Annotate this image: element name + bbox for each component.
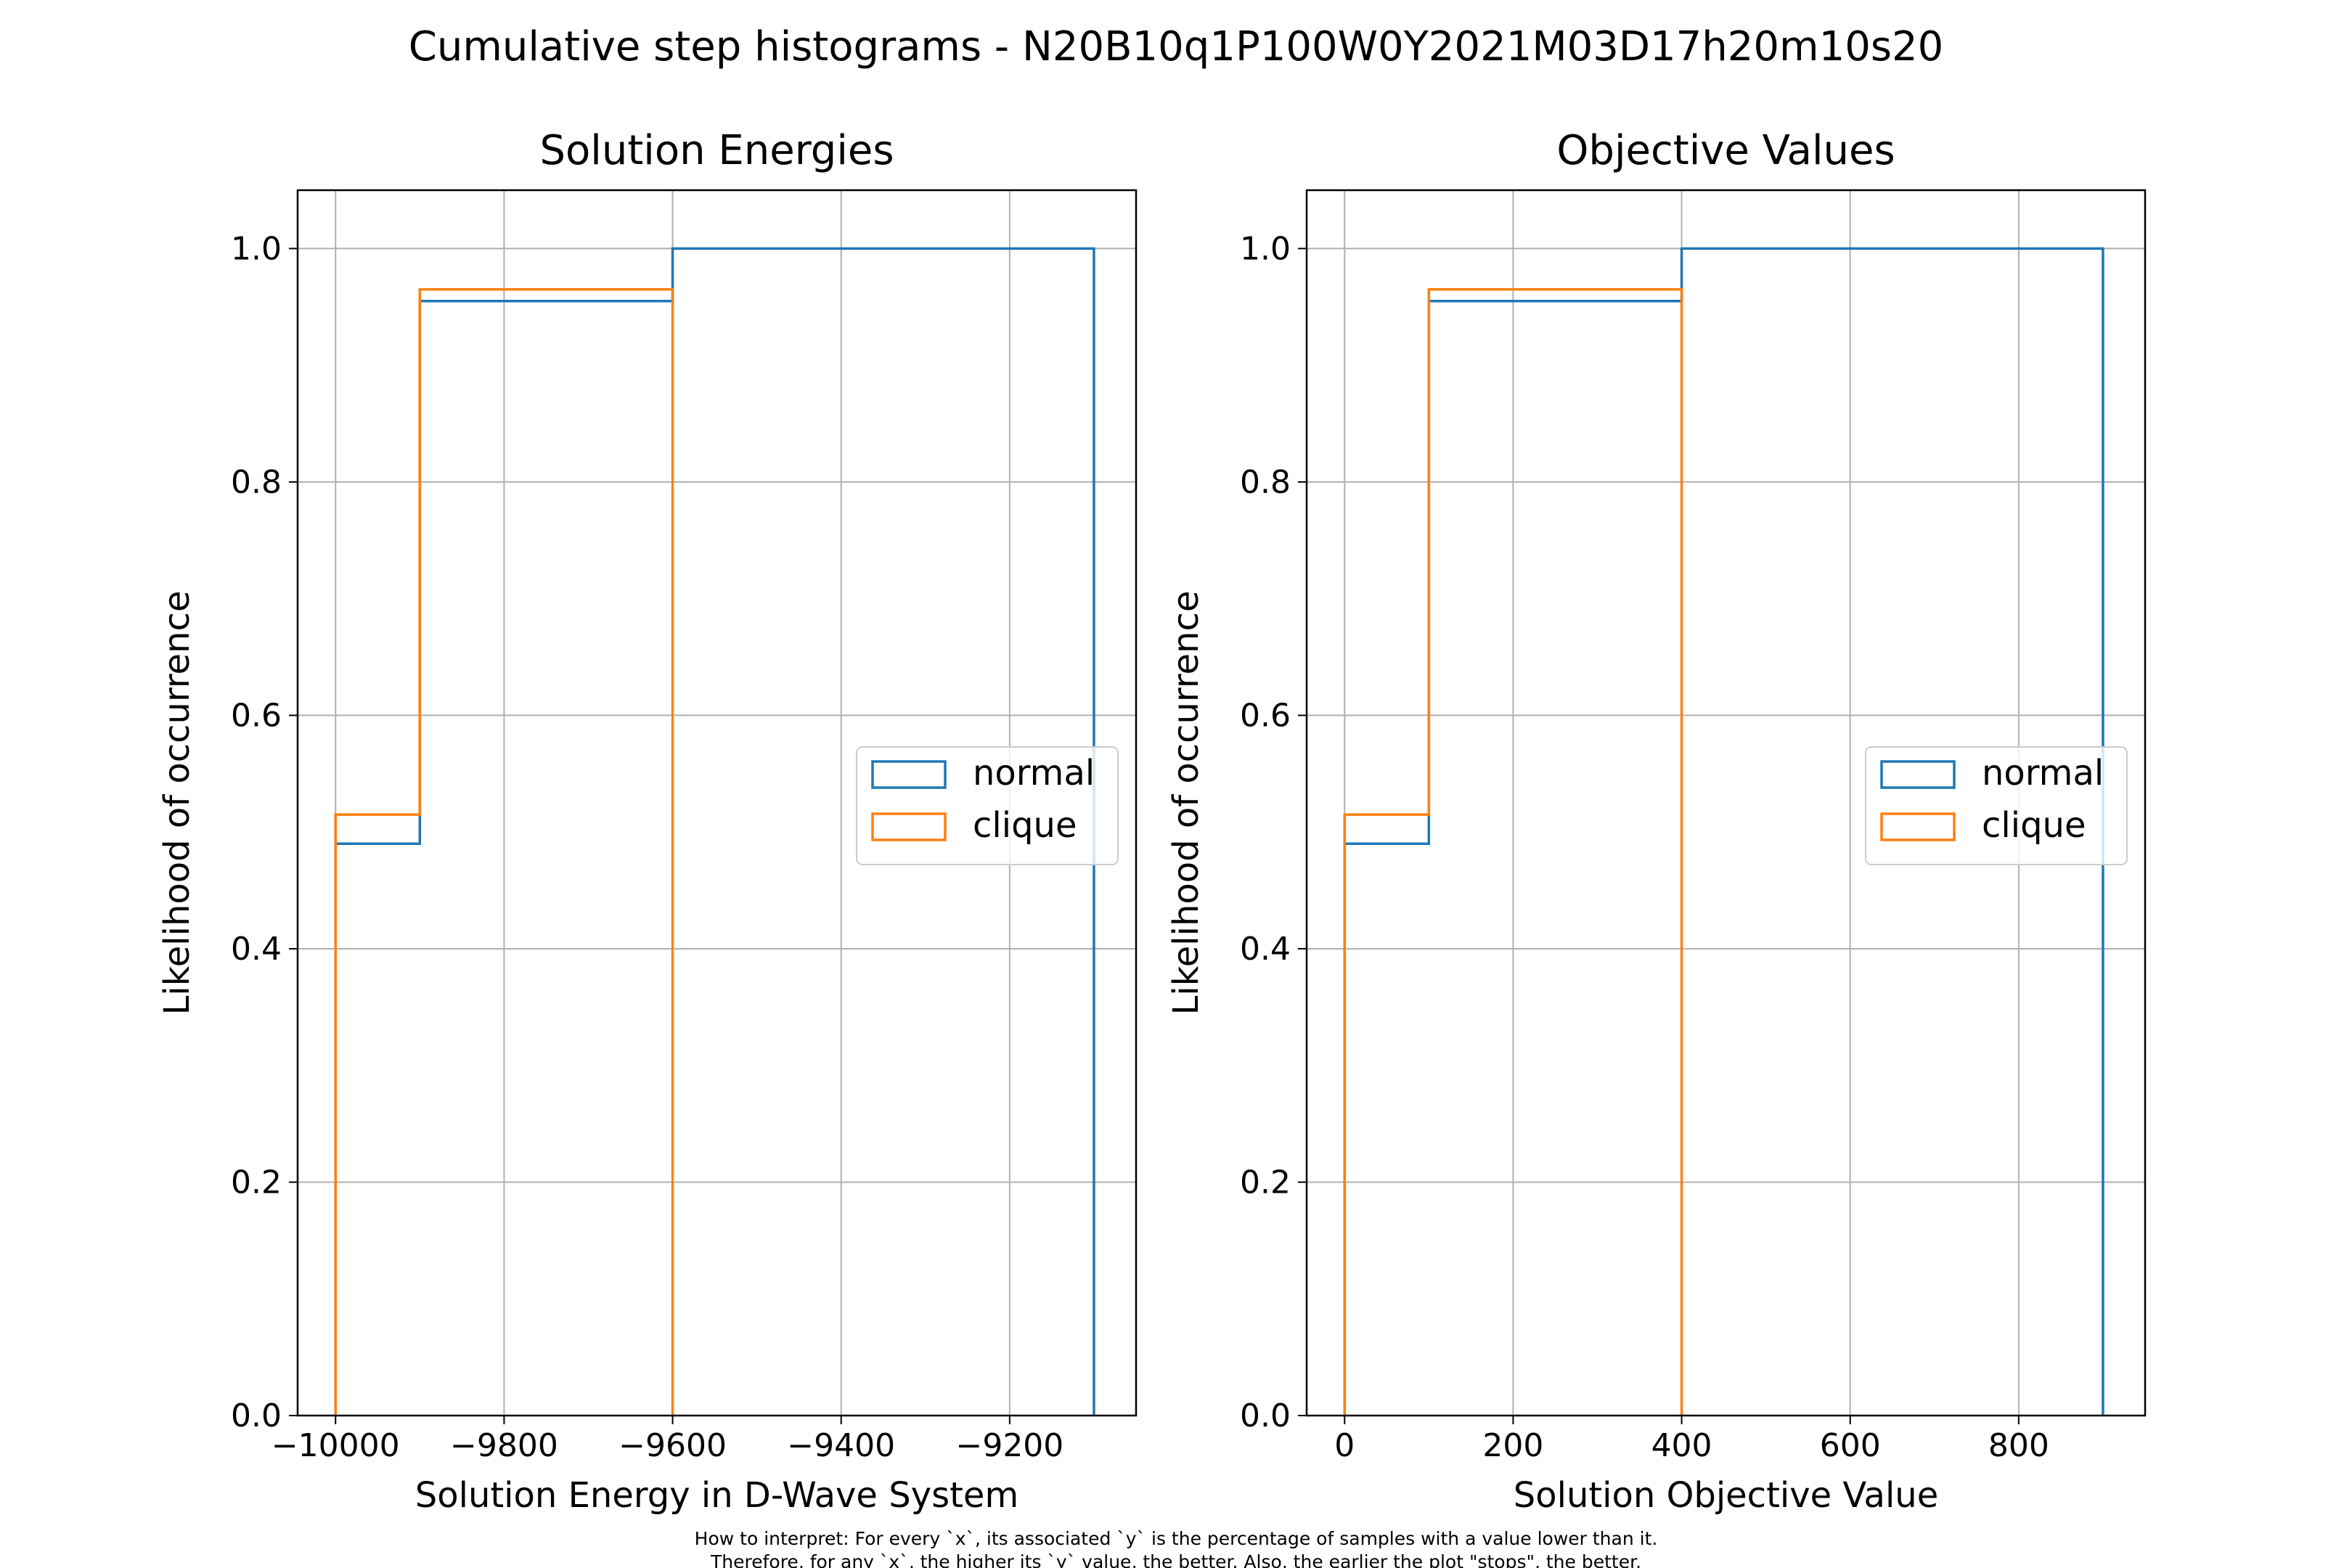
y-tick-label: 1.0 xyxy=(1240,230,1291,267)
y-axis-label: Likelihood of occurrence xyxy=(1166,591,1206,1016)
y-tick-label: 0.4 xyxy=(231,931,282,968)
x-tick-label: 800 xyxy=(1988,1427,2049,1464)
axes-frame xyxy=(296,189,1138,1417)
caption-line-1: How to interpret: For every `x`, its ass… xyxy=(695,1528,1658,1549)
chart-2: 0 200 400 600 800 0.0 0.2 0.4 0.6 0.8 1.0 Objective… xyxy=(1166,127,2147,1516)
caption-line-2: Therefore, for any `x`, the higher its `… xyxy=(710,1551,1641,1568)
y-tick-label: 1.0 xyxy=(231,230,282,267)
y-tick-label: 0.6 xyxy=(231,697,282,734)
legend-box xyxy=(856,746,1119,865)
series-clique-step xyxy=(334,287,674,1416)
axes-frame xyxy=(1305,189,2147,1417)
y-tick-label: 0.2 xyxy=(231,1164,282,1201)
x-tick-label: −9400 xyxy=(787,1427,895,1464)
figure-suptitle: Cumulative step histograms - N20B10q1P10… xyxy=(409,23,1944,70)
y-tick-label: 0.0 xyxy=(1240,1397,1291,1434)
y-tick-label: 0.8 xyxy=(231,464,282,501)
series-normal-step xyxy=(334,247,1095,1416)
series-normal-step xyxy=(1343,247,2104,1416)
legend: normal clique xyxy=(856,746,1119,865)
legend-label-clique: clique xyxy=(1982,805,2086,846)
legend-swatch-normal xyxy=(871,760,947,789)
legend-label-normal: normal xyxy=(973,753,1095,793)
chart-title: Objective Values xyxy=(1556,127,1895,174)
charts: −10000 −9800 −9600 −9400 −9200 0.0 0.2 0.4 0.6 0.… xyxy=(157,127,2147,1516)
legend-label-clique: clique xyxy=(973,805,1077,846)
legend-swatch-clique xyxy=(1880,812,1956,841)
x-tick-label: −9800 xyxy=(450,1427,558,1464)
y-tick-label: 0.8 xyxy=(1240,464,1291,501)
x-axis-label: Solution Energy in D-Wave System xyxy=(415,1475,1018,1516)
x-axis-label: Solution Objective Value xyxy=(1514,1475,1938,1516)
y-axis-label: Likelihood of occurrence xyxy=(157,591,197,1016)
x-tick-label: −9200 xyxy=(955,1427,1063,1464)
chart-1: −10000 −9800 −9600 −9400 −9200 0.0 0.2 0.4 0.6 0.… xyxy=(157,127,1138,1516)
x-tick-label: 200 xyxy=(1482,1427,1543,1464)
legend-label-normal: normal xyxy=(1982,753,2104,793)
y-tick-label: 0.2 xyxy=(1240,1164,1291,1201)
x-tick-label: −10000 xyxy=(271,1427,400,1464)
x-tick-label: 600 xyxy=(1820,1427,1881,1464)
x-tick-label: 0 xyxy=(1334,1427,1355,1464)
legend-box xyxy=(1865,746,2128,865)
x-tick-label: −9600 xyxy=(618,1427,727,1464)
chart-title: Solution Energies xyxy=(539,127,894,174)
y-tick-label: 0.0 xyxy=(231,1397,282,1434)
y-tick-label: 0.6 xyxy=(1240,697,1291,734)
y-tick-label: 0.4 xyxy=(1240,931,1291,968)
legend-swatch-normal xyxy=(1880,760,1956,789)
legend-swatch-clique xyxy=(871,812,947,841)
x-tick-label: 400 xyxy=(1651,1427,1712,1464)
series-clique-step xyxy=(1343,287,1683,1416)
legend: normal clique xyxy=(1865,746,2128,865)
